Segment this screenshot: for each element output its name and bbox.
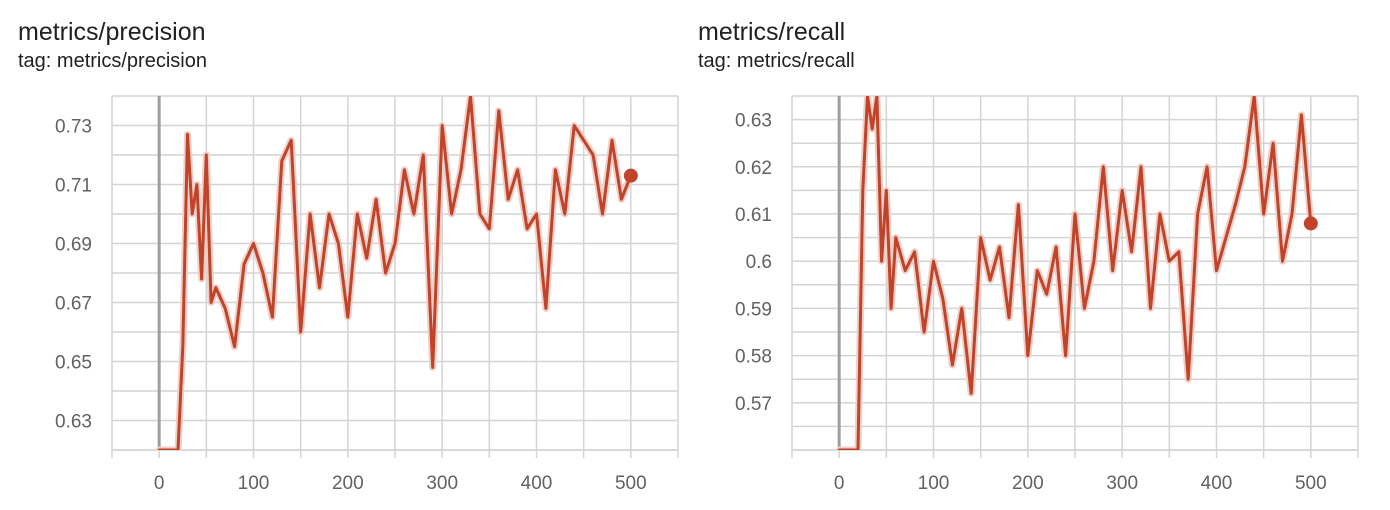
y-tick-label: 0.69 — [55, 235, 92, 256]
chart-panel-precision: metrics/precision tag: metrics/precision… — [0, 0, 690, 510]
y-tick-label: 0.71 — [55, 176, 92, 197]
x-tick-label: 400 — [521, 473, 553, 494]
chart-tag: tag: metrics/recall — [698, 50, 855, 72]
recall-chart[interactable]: 0.57 0.58 0.59 0.6 0.61 0.62 0.63 0 100 200 300 400… — [690, 0, 1390, 510]
y-tick-label: 0.57 — [735, 394, 772, 415]
y-tick-label: 0.61 — [735, 205, 772, 226]
series-line — [837, 96, 1313, 450]
series-group — [835, 96, 1315, 450]
y-tick-label: 0.62 — [735, 158, 772, 179]
series-line — [157, 96, 633, 450]
y-tick-label: 0.73 — [55, 117, 92, 138]
y-tick-label: 0.63 — [735, 111, 772, 132]
y-tick-label: 0.67 — [55, 294, 92, 315]
chart-title: metrics/recall — [698, 18, 846, 46]
x-tick-label: 500 — [1295, 473, 1327, 494]
y-tick-label: 0.58 — [735, 347, 772, 368]
y-tick-label: 0.65 — [55, 353, 92, 374]
y-tick-label: 0.6 — [746, 252, 772, 273]
precision-chart[interactable]: 0.63 0.65 0.67 0.69 0.71 0.73 0 100 200 300 400 500 — [0, 0, 690, 510]
x-tick-label: 500 — [615, 473, 647, 494]
series-group — [155, 96, 635, 450]
x-tick-label: 200 — [1012, 473, 1044, 494]
last-point-marker — [1303, 216, 1318, 231]
last-point-marker — [623, 168, 638, 183]
y-tick-label: 0.63 — [55, 412, 92, 433]
grid — [791, 95, 1359, 458]
x-tick-label: 0 — [154, 473, 165, 494]
x-tick-label: 300 — [426, 473, 458, 494]
x-tick-label: 200 — [332, 473, 364, 494]
x-tick-label: 100 — [918, 473, 950, 494]
chart-title: metrics/precision — [18, 18, 206, 46]
x-tick-label: 400 — [1201, 473, 1233, 494]
x-tick-label: 100 — [238, 473, 270, 494]
x-tick-label: 300 — [1106, 473, 1138, 494]
chart-tag: tag: metrics/precision — [18, 50, 207, 72]
y-tick-label: 0.59 — [735, 299, 772, 320]
x-tick-label: 0 — [834, 473, 845, 494]
chart-panel-recall: metrics/recall tag: metrics/recall 0.57 0… — [690, 0, 1390, 510]
